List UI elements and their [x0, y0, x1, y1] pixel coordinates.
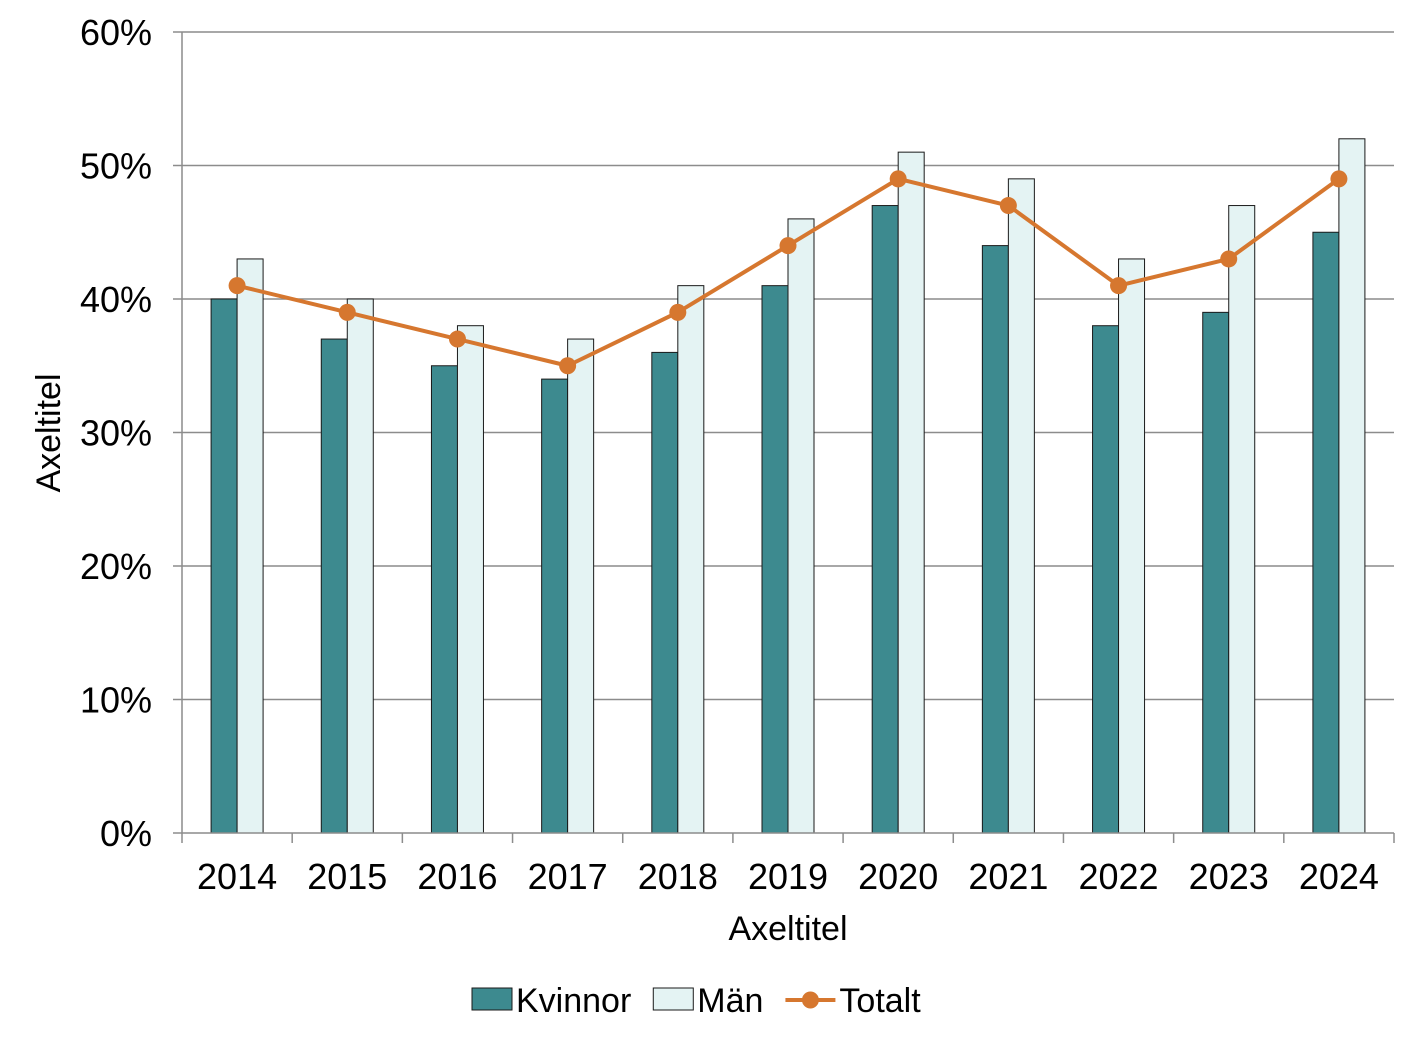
y-tick-label: 50% [80, 146, 152, 187]
x-tick-label: 2022 [1078, 856, 1158, 897]
bar-kvinnor-2024 [1312, 231, 1340, 834]
bar-kvinnor-2018 [651, 351, 679, 834]
y-axis-title: Axeltitel [30, 373, 68, 492]
bar-kvinnor-2015 [320, 338, 348, 834]
legend-marker-totalt [801, 991, 819, 1009]
point-totalt-2020 [889, 170, 907, 188]
x-tick-label: 2017 [528, 856, 608, 897]
bar-män-2017 [567, 338, 595, 834]
x-axis-title: Axeltitel [728, 910, 847, 948]
bar-män-2016 [456, 325, 484, 834]
point-totalt-2024 [1330, 170, 1348, 188]
legend-swatch-kvinnor [471, 987, 513, 1011]
bar-män-2020 [897, 151, 925, 834]
x-tick-label: 2019 [748, 856, 828, 897]
y-tick-label: 0% [100, 813, 152, 854]
legend: Kvinnor Män Totalt [471, 982, 921, 1020]
point-totalt-2021 [999, 197, 1017, 215]
x-tick-label: 2020 [858, 856, 938, 897]
x-tick-labels: 2014 2015 2016 2017 2018 2019 2020 2021 2022 2023… [197, 856, 1379, 897]
bar-män-2015 [346, 298, 374, 834]
legend-swatch-män [652, 987, 694, 1011]
x-tick-label: 2015 [307, 856, 387, 897]
bar-kvinnor-2023 [1202, 311, 1230, 834]
bar-kvinnor-2022 [1092, 325, 1120, 834]
bars [210, 138, 1366, 834]
point-totalt-2023 [1220, 250, 1238, 268]
y-tick-label: 40% [80, 279, 152, 320]
bar-män-2023 [1228, 205, 1256, 834]
bar-kvinnor-2017 [541, 378, 569, 834]
bar-män-2022 [1118, 258, 1146, 834]
point-totalt-2016 [448, 330, 466, 348]
bar-män-2018 [677, 285, 705, 834]
bar-män-2024 [1338, 138, 1366, 834]
axes [173, 31, 1395, 843]
x-tick-label: 2018 [638, 856, 718, 897]
y-tick-label: 60% [80, 12, 152, 53]
point-totalt-2014 [228, 277, 246, 295]
legend-label-kvinnor: Kvinnor [516, 982, 631, 1020]
bar-kvinnor-2016 [430, 365, 458, 834]
y-tick-labels: 0% 10% 20% 30% 40% 50% 60% [80, 12, 152, 854]
x-tick-label: 2021 [968, 856, 1048, 897]
bar-kvinnor-2014 [210, 298, 238, 834]
x-tick-label: 2023 [1189, 856, 1269, 897]
x-tick-label: 2016 [417, 856, 497, 897]
totalt-line [228, 170, 1348, 375]
bar-kvinnor-2019 [761, 285, 789, 834]
point-totalt-2017 [559, 357, 577, 375]
y-tick-label: 10% [80, 680, 152, 721]
bar-män-2014 [236, 258, 264, 834]
point-totalt-2018 [669, 303, 687, 321]
bar-män-2019 [787, 218, 815, 834]
point-totalt-2015 [338, 303, 356, 321]
y-tick-label: 30% [80, 413, 152, 454]
legend-label-män: Män [697, 982, 763, 1020]
point-totalt-2019 [779, 237, 797, 255]
bar-kvinnor-2020 [871, 205, 899, 834]
bar-män-2021 [1007, 178, 1035, 834]
bar-kvinnor-2021 [981, 245, 1009, 834]
x-tick-label: 2014 [197, 856, 277, 897]
y-tick-label: 20% [80, 546, 152, 587]
point-totalt-2022 [1110, 277, 1128, 295]
x-tick-label: 2024 [1299, 856, 1379, 897]
legend-label-totalt: Totalt [839, 982, 921, 1020]
